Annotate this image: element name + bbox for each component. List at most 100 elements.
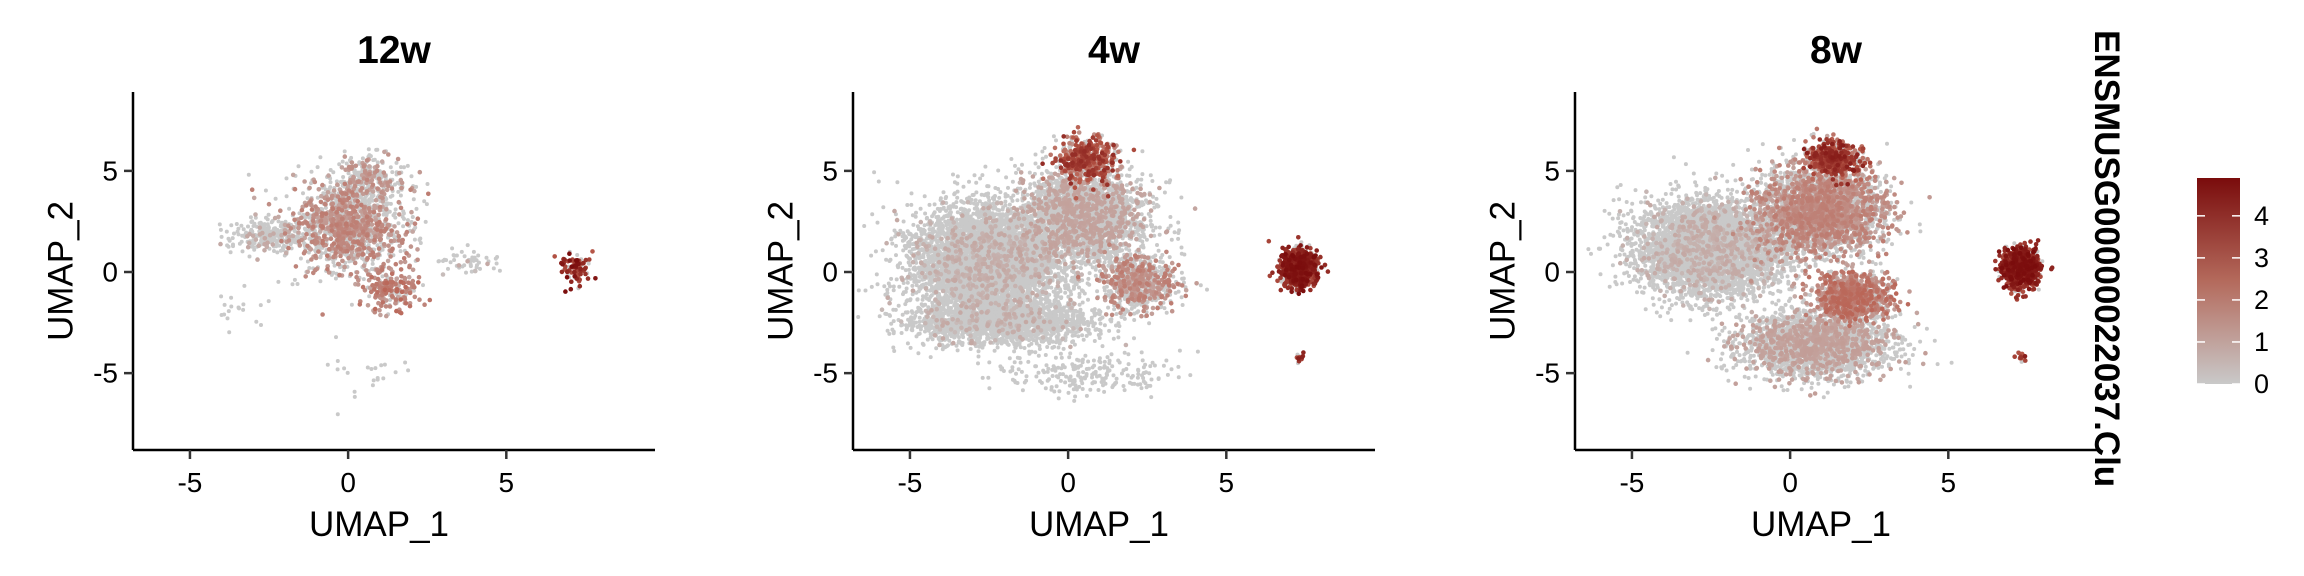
cell-point [406,218,410,222]
cell-point [310,207,315,212]
cell-point [495,262,499,266]
cell-point [1006,194,1010,198]
cell-point [409,244,414,249]
cell-point [349,246,354,251]
cell-point [241,302,245,306]
cell-point [477,261,481,265]
cell-point [355,270,360,275]
cell-point [263,222,267,226]
cell-point [405,222,410,227]
cell-point [303,274,308,279]
cell-point [295,235,299,239]
cell-point [366,303,371,308]
cell-point [876,221,880,225]
cell-point [394,297,399,302]
cell-point [274,239,278,243]
cell-point [239,224,243,228]
cell-point [334,335,338,339]
cell-point [350,190,355,195]
cell-point [297,239,302,244]
cell-point [237,306,241,310]
cell-point [382,170,387,175]
cell-point [357,247,362,252]
cell-point [377,246,382,251]
cell-point [336,262,341,267]
cell-point [457,263,462,268]
cell-point [313,180,318,185]
cell-point [1077,286,1081,290]
cell-point [464,271,468,275]
cell-point [382,242,387,247]
cell-point [371,383,375,387]
cell-point [346,256,351,261]
cell-point [292,218,297,223]
cell-point [399,186,404,191]
cell-point [303,216,307,220]
cell-point [389,165,393,169]
cell-point [376,277,381,282]
cell-point [271,242,276,247]
cell-point [406,368,410,372]
cell-point [388,179,393,184]
cell-point [346,371,350,375]
panel-4w: 4w-5 0 5-505UMAP_1UMAP_2 [762,29,1376,544]
cell-point [469,263,473,267]
cell-point [330,228,335,233]
cell-point [227,237,231,241]
cell-point [267,299,271,303]
cell-point [341,236,346,241]
cell-point [336,359,340,363]
cell-point [349,156,353,160]
cell-point [403,361,407,365]
cell-point [492,266,496,270]
cell-point [353,395,357,399]
cell-point [593,276,598,281]
cell-point [422,302,427,307]
cell-point [895,180,899,184]
cell-point [390,247,395,252]
cell-point [225,230,229,234]
cell-point [379,363,383,367]
cell-point [460,250,464,254]
cell-point [1049,286,1053,290]
cell-point [389,233,394,238]
cell-point [857,288,861,292]
cell-point [977,355,981,359]
cell-point [361,230,366,235]
cell-point [267,202,272,207]
cell-point [331,207,336,212]
cell-point [910,191,914,195]
x-axis-label: UMAP_1 [309,505,449,544]
cell-point [335,182,340,187]
cell-point [334,210,339,215]
cell-point [265,240,270,245]
cell-point [365,158,370,163]
cell-point [385,212,389,216]
cell-point [262,248,267,253]
cell-point [264,216,268,220]
y-tick-label: 5 [102,155,118,186]
cell-point [905,287,909,291]
cell-point [405,230,410,235]
cell-point [252,248,256,252]
cell-point [235,222,239,226]
cell-point [318,279,322,283]
cell-point [326,363,330,367]
cell-point [278,208,283,213]
cell-point [263,236,268,241]
cell-point [372,255,377,260]
cell-point [218,242,223,247]
cell-point [485,262,490,267]
cell-point [313,254,318,259]
cell-point [393,216,397,220]
cell-point [246,245,251,250]
cell-point [973,173,977,177]
cell-point [353,261,358,266]
cell-point [583,272,588,277]
cell-point [296,282,300,286]
cell-point [411,268,416,273]
cell-point [305,221,310,226]
cell-point [399,311,404,316]
cell-point [428,298,433,303]
cell-point [303,227,307,231]
